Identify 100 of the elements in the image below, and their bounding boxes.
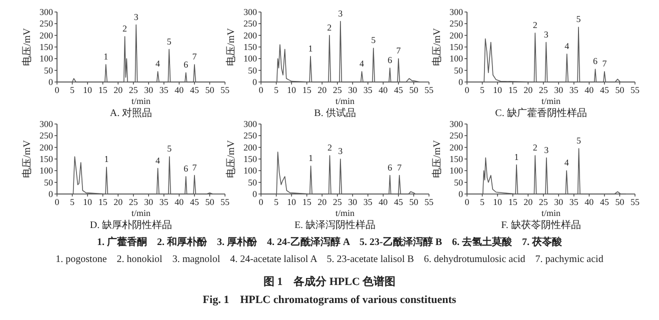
x-tick-label: 15 <box>508 85 518 95</box>
y-tick-label: 100 <box>244 166 258 176</box>
y-tick-label: 300 <box>244 119 258 129</box>
caption: Fig. 1 HPLC chromatograms of various constituents <box>202 294 457 306</box>
y-tick-label: 50 <box>248 177 258 188</box>
annotation: 4 <box>564 41 570 51</box>
x-tick-label: 10 <box>83 85 93 95</box>
annotation: 6 <box>593 56 598 66</box>
x-tick-label: 15 <box>98 197 108 207</box>
x-tick-label: 20 <box>318 85 328 95</box>
x-tick-label: 50 <box>409 85 419 95</box>
x-tick-label: 40 <box>378 85 388 95</box>
y-tick-label: 100 <box>40 54 54 64</box>
y-tick-label: 250 <box>40 130 54 141</box>
x-tick-label: 50 <box>615 197 625 207</box>
text: A. 对照品 <box>110 107 152 119</box>
annotation: 1 <box>514 152 519 162</box>
annotation: 7 <box>602 58 608 68</box>
x-axis-title: t/min <box>335 208 355 218</box>
x-tick-label: 20 <box>318 197 328 207</box>
x-tick-label: 45 <box>600 197 610 207</box>
y-tick-label: 150 <box>40 42 54 52</box>
x-tick-label: 55 <box>630 85 640 95</box>
y-tick-label: 50 <box>454 65 464 76</box>
y-axis-title: 电压/mV <box>431 139 443 178</box>
x-tick-label: 30 <box>554 197 564 207</box>
x-tick-label: 40 <box>584 197 594 207</box>
annotation: 5 <box>576 136 582 146</box>
y-axis-title: 电压/mV <box>225 27 237 66</box>
x-tick-label: 30 <box>348 197 358 207</box>
x-tick-label: 5 <box>274 85 280 95</box>
x-tick-label: 20 <box>524 85 534 95</box>
y-axis-title: 电压/mV <box>225 139 237 178</box>
y-tick-label: 250 <box>244 18 258 29</box>
y-tick-label: 150 <box>244 154 258 164</box>
y-tick-label: 300 <box>450 7 464 17</box>
x-tick-label: 35 <box>159 197 169 207</box>
x-tick-label: 45 <box>190 85 200 95</box>
x-tick-label: 10 <box>493 197 503 207</box>
x-tick-label: 55 <box>424 197 434 207</box>
x-tick-label: 25 <box>332 197 342 207</box>
annotation: 2 <box>327 142 332 152</box>
y-tick-label: 0 <box>458 77 464 87</box>
y-tick-label: 250 <box>40 18 54 29</box>
y-tick-label: 200 <box>40 142 54 152</box>
y-tick-label: 300 <box>244 7 258 17</box>
y-tick-label: 50 <box>44 177 54 188</box>
y-tick-label: 150 <box>450 154 464 164</box>
y-tick-label: 200 <box>244 142 258 152</box>
annotation: 3 <box>134 12 139 22</box>
annotation: 2 <box>327 22 332 32</box>
annotation: 1 <box>104 154 109 164</box>
y-tick-label: 250 <box>244 130 258 141</box>
y-tick-label: 100 <box>450 54 464 64</box>
x-tick-label: 25 <box>332 85 342 95</box>
y-axis-title: 电压/mV <box>431 27 443 66</box>
x-tick-label: 45 <box>600 85 610 95</box>
y-tick-label: 250 <box>450 18 464 29</box>
y-tick-label: 50 <box>248 65 258 76</box>
y-tick-label: 50 <box>454 177 464 188</box>
x-tick-label: 5 <box>274 197 280 207</box>
x-tick-label: 15 <box>508 197 518 207</box>
y-tick-label: 200 <box>244 30 258 40</box>
y-tick-label: 200 <box>450 142 464 152</box>
annotation: 2 <box>532 142 538 152</box>
annotation: 1 <box>104 52 108 62</box>
y-tick-label: 50 <box>44 65 54 76</box>
x-tick-label: 15 <box>98 85 108 95</box>
caption: 图 1 各成分 HPLC 色谱图 <box>263 275 396 288</box>
x-tick-label: 10 <box>287 85 297 95</box>
x-tick-label: 15 <box>302 197 312 207</box>
annotation: 6 <box>388 55 393 65</box>
x-tick-label: 10 <box>493 85 503 95</box>
x-tick-label: 50 <box>205 197 215 207</box>
x-axis-title: t/min <box>335 96 355 106</box>
y-axis-title: 电压/mV <box>21 139 33 178</box>
y-tick-label: 100 <box>40 166 54 176</box>
x-tick-label: 35 <box>159 85 169 95</box>
annotation: 3 <box>544 29 549 40</box>
x-tick-label: 40 <box>378 197 388 207</box>
x-tick-label: 5 <box>70 85 76 95</box>
x-tick-label: 40 <box>174 197 184 207</box>
annotation: 1 <box>308 153 314 163</box>
x-axis-title: t/min <box>541 208 561 218</box>
x-tick-label: 50 <box>205 85 215 95</box>
y-tick-label: 250 <box>450 130 464 141</box>
annotation: 5 <box>166 36 172 46</box>
x-tick-label: 35 <box>569 197 579 207</box>
x-tick-label: 30 <box>144 85 154 95</box>
annotation: 5 <box>371 35 376 46</box>
x-tick-label: 40 <box>584 85 594 95</box>
x-tick-label: 5 <box>480 197 486 207</box>
y-axis-title: 电压/mV <box>21 27 33 66</box>
y-tick-label: 150 <box>40 154 54 164</box>
annotation: 2 <box>122 24 128 34</box>
x-tick-label: 10 <box>83 197 93 207</box>
x-tick-label: 55 <box>630 197 640 207</box>
x-tick-label: 45 <box>394 197 404 207</box>
annotation: 7 <box>192 52 198 62</box>
text: C. 缺广藿香阴性样品 <box>495 107 587 119</box>
